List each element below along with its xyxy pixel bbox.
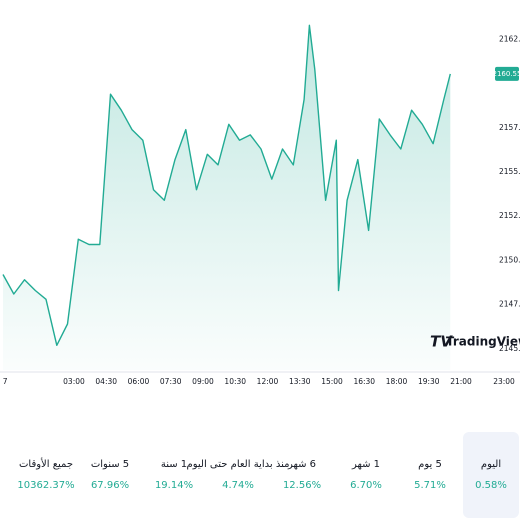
period-label: 1 سنة — [160, 459, 188, 470]
watermark-logo: 𝙏𝙑 — [430, 333, 453, 351]
x-tick-label: 21:00 — [450, 377, 472, 386]
period-label: منذ بداية العام حتى اليوم — [186, 459, 290, 470]
price-label-box — [495, 66, 519, 81]
period-change: 5.71% — [414, 480, 446, 491]
chart: 𝙏𝙑 TradingView 7 03:00 04:30 06:00 07:30 09:0… — [0, 24, 520, 386]
y-tick-label: 2155.00 — [499, 167, 520, 176]
period-change: 0.58% — [475, 480, 507, 491]
period-tab[interactable]: اليوم 0.58% — [463, 432, 519, 518]
y-tick-label: 2147.50 — [499, 300, 520, 309]
y-tick-label: 2150.00 — [499, 255, 520, 264]
period-label: 1 شهر — [351, 459, 381, 470]
x-tick-label: 13:30 — [289, 377, 311, 386]
x-tick-label: 23:00 — [493, 377, 515, 386]
y-tick-label: 2145.00 — [499, 344, 520, 353]
period-label: 5 سنوات — [90, 459, 130, 470]
period-change: 4.74% — [222, 480, 254, 491]
x-tick-label: 15:00 — [321, 377, 343, 386]
period-change: 10362.37% — [17, 480, 75, 491]
watermark-text: TradingView — [446, 335, 520, 349]
y-tick-label: 2157.50 — [499, 123, 520, 132]
period-label: 6 شهر — [287, 459, 317, 470]
x-tick-label: 19:30 — [418, 377, 440, 386]
period-change: 6.70% — [350, 480, 382, 491]
y-tick-label: 2152.50 — [499, 211, 520, 220]
period-tab[interactable]: 6 شهر 12.56% — [271, 432, 333, 518]
period-label: جميع الأوقات — [18, 459, 74, 470]
x-tick-label: 09:00 — [192, 377, 214, 386]
period-change: 19.14% — [154, 480, 194, 491]
x-tick-label: 03:00 — [63, 377, 85, 386]
x-tick-label: 10:30 — [224, 377, 246, 386]
x-tick-label: 12:00 — [257, 377, 279, 386]
watermark: 𝙏𝙑 TradingView — [430, 333, 520, 351]
period-label: اليوم — [480, 459, 502, 470]
price-label: 2160.55 — [493, 70, 520, 78]
x-tick-label: 07:30 — [160, 377, 182, 386]
period-tab[interactable]: 1 سنة 19.14% — [143, 432, 205, 518]
period-tab[interactable]: 5 سنوات 67.96% — [79, 432, 141, 518]
period-tab[interactable]: 1 شهر 6.70% — [335, 432, 397, 518]
area — [3, 25, 451, 371]
y-tick-label: 2162.50 — [499, 34, 520, 43]
period-change: 12.56% — [282, 480, 322, 491]
x-tick-label: 06:00 — [128, 377, 150, 386]
performance-bar: اليوم 0.58% 5 يوم 5.71% 1 شهر 6.70% 6 شهر 12.56… — [0, 432, 520, 518]
x-tick-label: 18:00 — [386, 377, 408, 386]
period-tab[interactable]: منذ بداية العام حتى اليوم 4.74% — [187, 432, 290, 518]
period-change: 67.96% — [90, 480, 130, 491]
period-tab[interactable]: 5 يوم 5.71% — [399, 432, 461, 518]
x-tick-label: 04:30 — [95, 377, 117, 386]
x-tick-label: 7 — [3, 377, 8, 386]
price-line — [2, 24, 451, 346]
period-label: 5 يوم — [418, 459, 442, 470]
x-tick-label: 16:30 — [353, 377, 375, 386]
period-tab[interactable]: جميع الأوقات 10362.37% — [15, 432, 77, 518]
